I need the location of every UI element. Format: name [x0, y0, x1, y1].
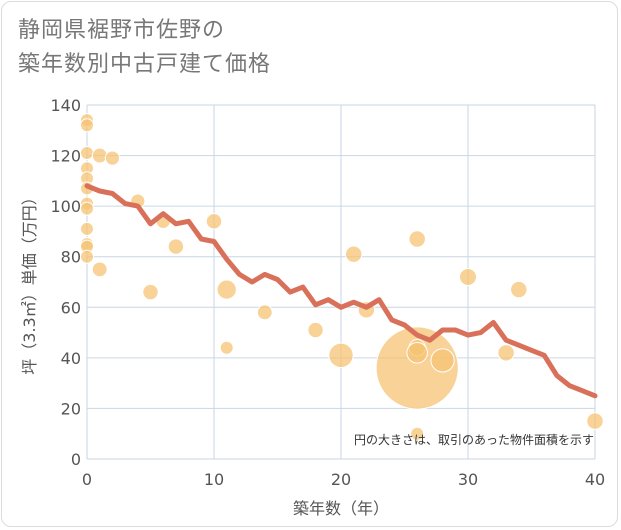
data-point-20: [216, 279, 237, 300]
data-point-32: [430, 348, 455, 373]
data-point-36: [586, 412, 604, 430]
data-point-1: [80, 118, 94, 133]
chart-title-line-2: 築年数別中古戸建て価格: [18, 52, 272, 77]
y-tick-2: 40: [61, 349, 81, 368]
data-point-27: [408, 230, 426, 248]
data-point-31: [410, 426, 425, 441]
data-point-22: [256, 304, 273, 321]
data-point-30: [406, 342, 428, 364]
x-tick-1: 10: [204, 470, 224, 489]
size-note: 円の大きさは、取引のあった物件面積を示す: [354, 432, 594, 447]
data-point-23: [307, 321, 324, 339]
data-point-33: [459, 267, 477, 286]
data-point-25: [344, 245, 363, 263]
x-tick-labels: 0 10 20 30 40: [82, 470, 605, 489]
x-tick-3: 30: [458, 470, 478, 489]
x-axis-label: 築年数（年）: [293, 499, 389, 518]
y-tick-7: 140: [50, 96, 81, 115]
y-axis-label: 坪（3.3㎡）単価（万円）: [20, 189, 39, 374]
data-point-8: [80, 221, 94, 236]
y-tick-3: 60: [61, 298, 81, 317]
data-point-16: [142, 283, 159, 301]
trend-line: [84, 183, 598, 399]
x-tick-2: 20: [331, 470, 351, 489]
y-tick-1: 20: [61, 399, 81, 418]
data-point-18: [167, 238, 185, 255]
data-point-24: [328, 342, 354, 368]
y-tick-0: 0: [71, 450, 81, 469]
bubble-layer: [80, 113, 604, 441]
data-point-21: [219, 340, 234, 355]
y-tick-4: 80: [61, 248, 81, 267]
y-tick-labels: 0 20 40 60 80 100 120 140: [50, 96, 81, 469]
data-point-2: [80, 146, 94, 161]
data-point-13: [104, 150, 121, 166]
data-point-11: [80, 249, 94, 264]
chart-title-line-1: 静岡県裾野市佐野の: [18, 18, 226, 43]
x-tick-4: 40: [585, 470, 605, 489]
x-tick-0: 0: [82, 470, 92, 489]
data-point-12: [91, 147, 108, 164]
data-point-7: [80, 201, 94, 216]
chart-title: 静岡県裾野市佐野の 築年数別中古戸建て価格: [18, 14, 271, 82]
data-point-19: [205, 213, 223, 230]
data-point-35: [510, 280, 528, 299]
y-tick-6: 120: [50, 147, 81, 166]
data-point-34: [497, 344, 515, 362]
data-point-14: [91, 261, 108, 278]
data-point-28: [375, 326, 459, 410]
y-tick-5: 100: [50, 197, 81, 216]
